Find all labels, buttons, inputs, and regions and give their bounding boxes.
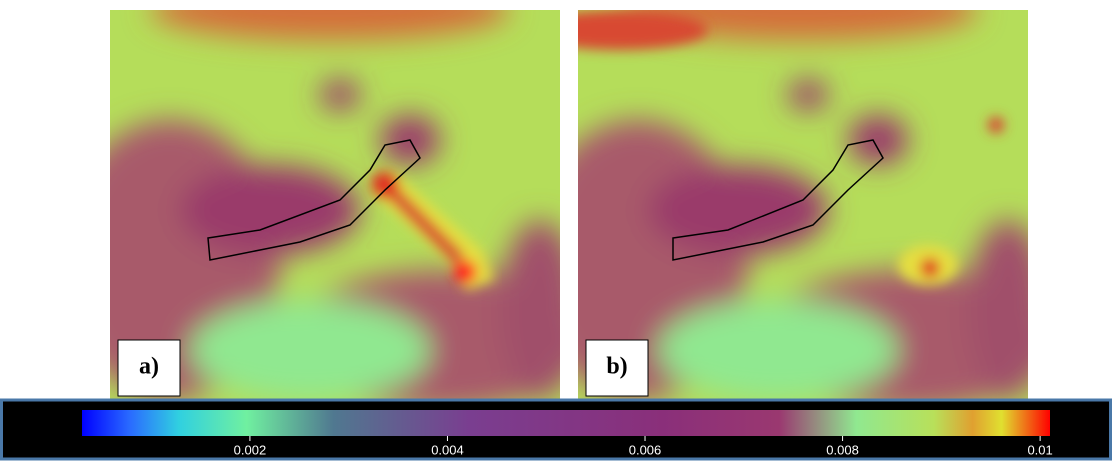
panel-label-box [585, 339, 649, 397]
panel-label: a) [139, 354, 159, 380]
heatmap-a [60, 0, 590, 410]
tick-label: 0.004 [431, 442, 464, 457]
tick-label: 0.006 [629, 442, 662, 457]
heatmap-b [578, 0, 1058, 410]
tick-label: 0.002 [234, 442, 267, 457]
colorbar [82, 410, 1050, 436]
colorbar-ticks: 0.002 0.004 0.006 0.008 0.01 [234, 436, 1053, 457]
panel-label: b) [606, 354, 627, 380]
tick-label: 0.01 [1027, 442, 1052, 457]
tick-label: 0.008 [826, 442, 859, 457]
panel-label-box [117, 339, 181, 397]
